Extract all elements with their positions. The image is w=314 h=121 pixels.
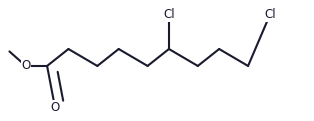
Text: Cl: Cl — [264, 8, 276, 21]
Text: Cl: Cl — [163, 8, 175, 21]
Text: O: O — [21, 59, 30, 72]
Text: O: O — [50, 101, 60, 114]
